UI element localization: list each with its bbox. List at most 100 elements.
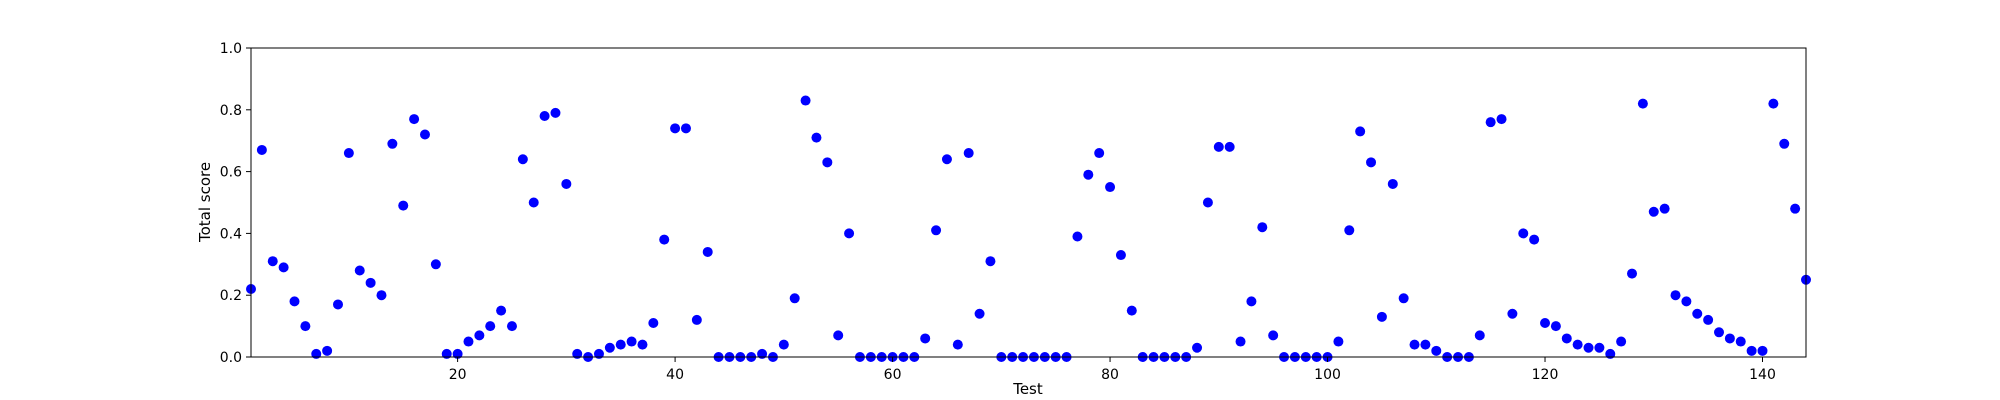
data-point [985, 256, 996, 267]
y-tick-label: 0.6 [220, 165, 242, 181]
data-point [1779, 138, 1790, 149]
plot-points [246, 95, 1811, 362]
data-point [1692, 308, 1703, 319]
data-point [1648, 206, 1659, 217]
data-point [1344, 225, 1355, 236]
data-point [1583, 342, 1594, 353]
data-point [757, 348, 768, 359]
data-point [1268, 330, 1279, 341]
data-point [311, 348, 322, 359]
data-point [963, 148, 974, 159]
data-point [528, 197, 539, 208]
data-point [267, 256, 278, 267]
data-point [1420, 339, 1431, 350]
data-point [1409, 339, 1420, 350]
data-point [506, 321, 517, 332]
data-point [1126, 305, 1137, 316]
data-point [1485, 117, 1496, 128]
y-tick-label: 1.0 [220, 41, 242, 57]
data-point [322, 345, 333, 356]
data-point [1115, 250, 1126, 261]
data-point [800, 95, 811, 106]
data-point [1398, 293, 1409, 304]
x-tick-label: 140 [1749, 367, 1776, 383]
data-point [1213, 141, 1224, 152]
data-point [1224, 141, 1235, 152]
data-point [1724, 333, 1735, 344]
y-axis: 0.0 0.2 0.4 0.6 0.8 1.0 [220, 41, 251, 366]
data-point [1659, 203, 1670, 214]
data-point [256, 144, 267, 155]
data-point [387, 138, 398, 149]
data-point [670, 123, 681, 134]
x-tick-label: 20 [449, 367, 467, 383]
data-point [844, 228, 855, 239]
data-point [398, 200, 409, 211]
y-tick-label: 0.4 [220, 226, 242, 242]
data-point [1387, 178, 1398, 189]
data-point [430, 259, 441, 270]
data-point [822, 157, 833, 168]
data-point [626, 336, 637, 347]
data-point [1496, 114, 1507, 125]
data-point [1561, 333, 1572, 344]
data-point [637, 339, 648, 350]
data-point [1616, 336, 1627, 347]
data-point [702, 246, 713, 257]
data-point [691, 314, 702, 325]
data-point [1681, 296, 1692, 307]
data-point [680, 123, 691, 134]
data-point [365, 277, 376, 288]
data-point [419, 129, 430, 140]
data-point [452, 348, 463, 359]
data-point [659, 234, 670, 245]
data-point [1094, 148, 1105, 159]
data-point [1246, 296, 1257, 307]
data-point [463, 336, 474, 347]
data-point [572, 348, 583, 359]
data-point [833, 330, 844, 341]
y-tick-label: 0.8 [220, 103, 242, 119]
x-tick-label: 120 [1532, 367, 1559, 383]
data-point [376, 290, 387, 301]
data-point [1235, 336, 1246, 347]
data-point [1703, 314, 1714, 325]
data-point [1083, 169, 1094, 180]
data-point [593, 348, 604, 359]
x-tick-label: 40 [666, 367, 684, 383]
data-point [332, 299, 343, 310]
data-point [604, 342, 615, 353]
data-point [1670, 290, 1681, 301]
data-point [1746, 345, 1757, 356]
data-point [952, 339, 963, 350]
x-axis: 20 40 60 80 100 120 140 [449, 357, 1776, 383]
y-tick-label: 0.2 [220, 288, 242, 304]
data-point [974, 308, 985, 319]
data-point [1627, 268, 1638, 279]
data-point [789, 293, 800, 304]
data-point [409, 114, 420, 125]
data-point [343, 148, 354, 159]
data-point [1355, 126, 1366, 137]
data-point [496, 305, 507, 316]
data-point [1474, 330, 1485, 341]
data-point [1366, 157, 1377, 168]
x-tick-label: 80 [1101, 367, 1119, 383]
data-point [1757, 345, 1768, 356]
data-point [1550, 321, 1561, 332]
data-point [1333, 336, 1344, 347]
data-point [920, 333, 931, 344]
data-point [1202, 197, 1213, 208]
data-point [1540, 318, 1551, 329]
data-point [1192, 342, 1203, 353]
data-point [1105, 182, 1116, 193]
x-tick-label: 60 [884, 367, 902, 383]
y-axis-label: Total score [196, 162, 214, 243]
data-point [1518, 228, 1529, 239]
data-point [1257, 222, 1268, 233]
data-point [1072, 231, 1083, 242]
plot-frame [250, 47, 1807, 358]
data-point [648, 318, 659, 329]
data-point [1572, 339, 1583, 350]
